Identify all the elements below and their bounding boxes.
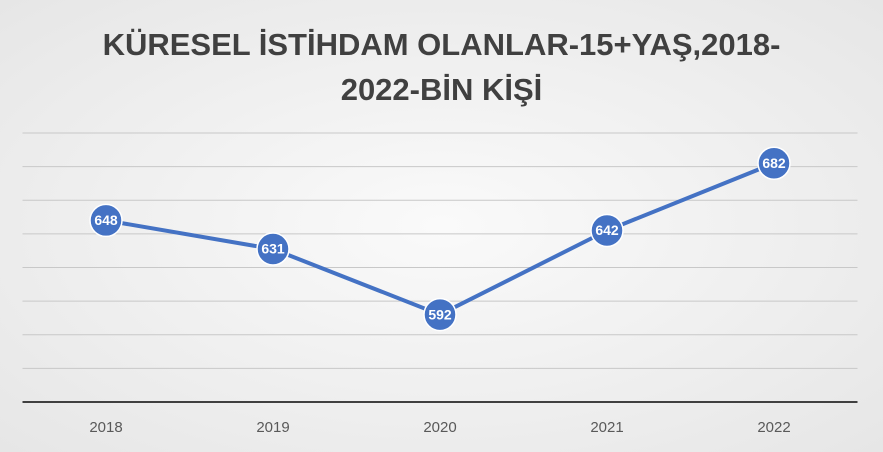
data-label: 592 [428,306,452,322]
marker [423,297,457,332]
marker [757,146,791,181]
marker [256,232,290,266]
marker [590,213,624,248]
x-tick-label: 2018 [89,419,122,436]
x-tick-label: 2022 [757,419,790,436]
marker [89,203,123,238]
data-label: 682 [762,155,786,171]
data-label: 631 [261,241,285,257]
x-tick-label: 2021 [590,419,623,436]
x-tick-label: 2020 [423,419,456,436]
line [105,161,775,317]
data-label: 648 [94,212,118,228]
x-tick-label: 2019 [256,419,289,436]
chart-title: KÜRESEL İSTİHDAM OLANLAR-15+YAŞ,2018-202… [102,27,781,107]
data-label: 642 [595,222,619,238]
